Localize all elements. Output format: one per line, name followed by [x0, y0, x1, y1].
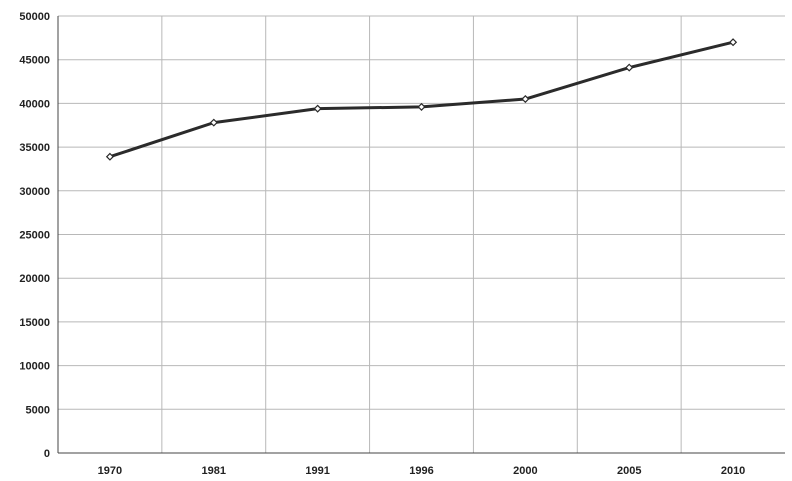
grid: [58, 15, 785, 453]
data-point: [729, 38, 738, 47]
x-tick-label: 1996: [409, 465, 433, 477]
y-tick-label: 5000: [26, 404, 50, 416]
y-tick-label: 10000: [19, 361, 50, 373]
y-tick-label: 0: [44, 448, 50, 460]
y-tick-label: 35000: [19, 142, 50, 154]
series: [105, 38, 738, 161]
y-tick-label: 45000: [19, 55, 50, 67]
x-tick-label: 2005: [617, 465, 641, 477]
data-point: [209, 118, 218, 127]
data-point: [313, 104, 322, 113]
axes: [57, 16, 785, 454]
data-point: [625, 63, 634, 72]
y-tick-label: 50000: [19, 11, 50, 23]
y-tick-label: 15000: [19, 317, 50, 329]
y-tick-label: 40000: [19, 98, 50, 110]
y-tick-label: 20000: [19, 273, 50, 285]
data-point: [417, 102, 426, 111]
x-tick-label: 1970: [98, 465, 122, 477]
x-tick-label: 2010: [721, 465, 745, 477]
x-axis-ticks: 1970 1981 1991 1996 2000 2005 2010: [98, 465, 746, 477]
x-tick-label: 1991: [305, 465, 329, 477]
data-point: [521, 94, 530, 104]
y-axis-ticks: 0 5000 10000 15000 20000 25000 30000 35000 40000…: [19, 11, 50, 460]
x-tick-label: 1981: [202, 465, 226, 477]
x-tick-label: 2000: [513, 465, 537, 477]
y-tick-label: 25000: [19, 230, 50, 242]
data-point: [105, 152, 114, 161]
y-tick-label: 30000: [19, 186, 50, 198]
